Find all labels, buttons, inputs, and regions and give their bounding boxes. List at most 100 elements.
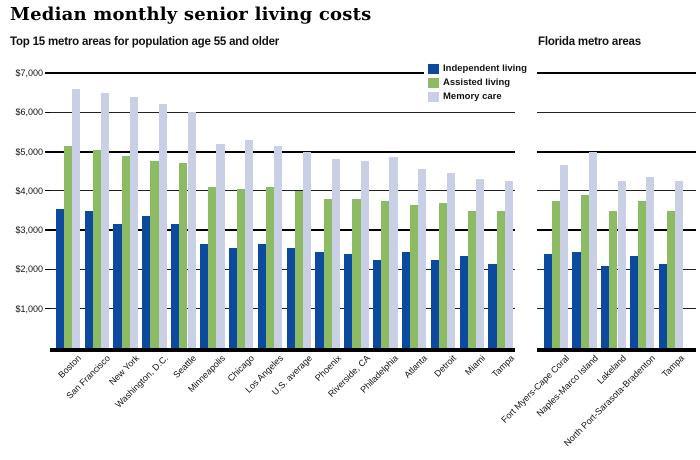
legend-swatch-assisted-living-icon bbox=[428, 77, 439, 88]
gridline-7000 bbox=[537, 72, 696, 74]
bar-independent-living bbox=[228, 247, 237, 348]
bar-assisted-living bbox=[438, 202, 448, 348]
bar-independent-living bbox=[142, 216, 151, 348]
bar-independent-living bbox=[572, 251, 581, 348]
bar-memory-care bbox=[331, 159, 340, 348]
bar-assisted-living bbox=[323, 198, 332, 348]
left-chart-subtitle: Top 15 metro areas for population age 55… bbox=[10, 36, 280, 48]
y-axis-tick-mark bbox=[45, 111, 51, 113]
bar-memory-care bbox=[418, 169, 427, 348]
bar-independent-living bbox=[543, 253, 552, 348]
bar-memory-care bbox=[617, 181, 626, 348]
bar-independent-living bbox=[629, 255, 638, 348]
bar-assisted-living bbox=[410, 204, 419, 348]
legend-label-assisted-living: Assisted living bbox=[443, 77, 511, 88]
bar-assisted-living bbox=[150, 161, 159, 348]
bar-assisted-living bbox=[92, 149, 101, 348]
gridline-4000 bbox=[537, 190, 696, 192]
bar-memory-care bbox=[504, 181, 514, 348]
legend-label-memory-care: Memory care bbox=[443, 91, 502, 102]
y-axis-tick-mark bbox=[45, 72, 51, 74]
florida-chart-subtitle: Florida metro areas bbox=[538, 36, 641, 48]
gridline-1000 bbox=[50, 308, 515, 310]
bar-independent-living bbox=[55, 208, 64, 348]
bar-independent-living bbox=[401, 251, 411, 348]
bar-memory-care bbox=[129, 96, 138, 348]
legend-swatch-independent-living-icon bbox=[428, 63, 439, 74]
legend-label-independent-living: Independent living bbox=[443, 63, 527, 74]
y-axis-tick-mark bbox=[45, 150, 51, 153]
y-axis-tick-label: $4,000 bbox=[15, 185, 43, 196]
bar-assisted-living bbox=[496, 210, 505, 348]
bar-memory-care bbox=[389, 157, 398, 348]
x-axis-line bbox=[50, 348, 515, 352]
chart-legend: Independent living Assisted living Memor… bbox=[424, 61, 531, 106]
bar-independent-living bbox=[84, 210, 93, 348]
y-axis-tick-label: $2,000 bbox=[15, 264, 43, 275]
bar-independent-living bbox=[430, 259, 439, 348]
bar-assisted-living bbox=[467, 210, 476, 348]
bar-assisted-living bbox=[666, 210, 675, 348]
gridline-5000 bbox=[50, 150, 515, 153]
legend-item-assisted-living: Assisted living bbox=[428, 77, 527, 88]
legend-item-memory-care: Memory care bbox=[428, 91, 527, 102]
bar-independent-living bbox=[315, 251, 324, 348]
bar-memory-care bbox=[447, 173, 456, 348]
bar-independent-living bbox=[601, 265, 610, 348]
gridline-6000 bbox=[50, 111, 515, 113]
bar-assisted-living bbox=[609, 210, 618, 348]
bar-assisted-living bbox=[294, 190, 303, 348]
chart-title: Median monthly senior living costs bbox=[10, 4, 372, 25]
bar-independent-living bbox=[373, 259, 382, 348]
bar-assisted-living bbox=[121, 155, 130, 348]
y-axis-tick-mark bbox=[45, 190, 51, 192]
bar-assisted-living bbox=[63, 145, 73, 348]
y-axis-tick-label: $1,000 bbox=[15, 303, 43, 314]
gridline-6000 bbox=[537, 111, 696, 113]
bar-memory-care bbox=[360, 161, 369, 348]
y-axis-tick-label: $6,000 bbox=[15, 107, 43, 118]
y-axis-tick-mark bbox=[45, 308, 51, 310]
y-axis-tick-label: $5,000 bbox=[15, 146, 43, 157]
bar-memory-care bbox=[674, 181, 684, 348]
bar-independent-living bbox=[257, 243, 266, 348]
bar-assisted-living bbox=[551, 200, 561, 348]
gridline-5000 bbox=[537, 150, 696, 153]
bar-memory-care bbox=[100, 92, 110, 348]
bar-assisted-living bbox=[381, 200, 390, 348]
bar-assisted-living bbox=[638, 200, 647, 348]
bar-assisted-living bbox=[265, 186, 275, 348]
bar-memory-care bbox=[274, 145, 283, 348]
bar-assisted-living bbox=[352, 198, 361, 348]
bar-memory-care bbox=[302, 151, 312, 348]
gridline-2000 bbox=[50, 268, 515, 270]
x-axis-line bbox=[537, 348, 696, 352]
bar-assisted-living bbox=[208, 186, 217, 348]
bar-memory-care bbox=[476, 179, 485, 348]
bar-independent-living bbox=[286, 247, 295, 348]
y-axis-tick-mark bbox=[45, 229, 51, 232]
gridline-7000 bbox=[50, 72, 515, 74]
bar-memory-care bbox=[216, 143, 225, 348]
bar-independent-living bbox=[344, 253, 353, 348]
bar-memory-care bbox=[245, 139, 254, 348]
bar-memory-care bbox=[187, 112, 196, 348]
gridline-4000 bbox=[50, 190, 515, 192]
bar-memory-care bbox=[588, 151, 597, 348]
y-axis-tick-label: $3,000 bbox=[15, 225, 43, 236]
bar-independent-living bbox=[488, 263, 497, 348]
bar-memory-care bbox=[158, 104, 167, 348]
bar-assisted-living bbox=[179, 163, 188, 348]
legend-swatch-memory-care-icon bbox=[428, 91, 439, 102]
gridline-3000 bbox=[50, 229, 515, 232]
bar-memory-care bbox=[560, 165, 569, 348]
legend-item-independent-living: Independent living bbox=[428, 63, 527, 74]
bar-memory-care bbox=[72, 88, 81, 348]
bar-independent-living bbox=[171, 224, 180, 348]
y-axis-tick-label: $7,000 bbox=[15, 68, 43, 78]
bar-independent-living bbox=[658, 263, 667, 348]
bar-assisted-living bbox=[580, 194, 589, 348]
bar-assisted-living bbox=[237, 188, 246, 348]
